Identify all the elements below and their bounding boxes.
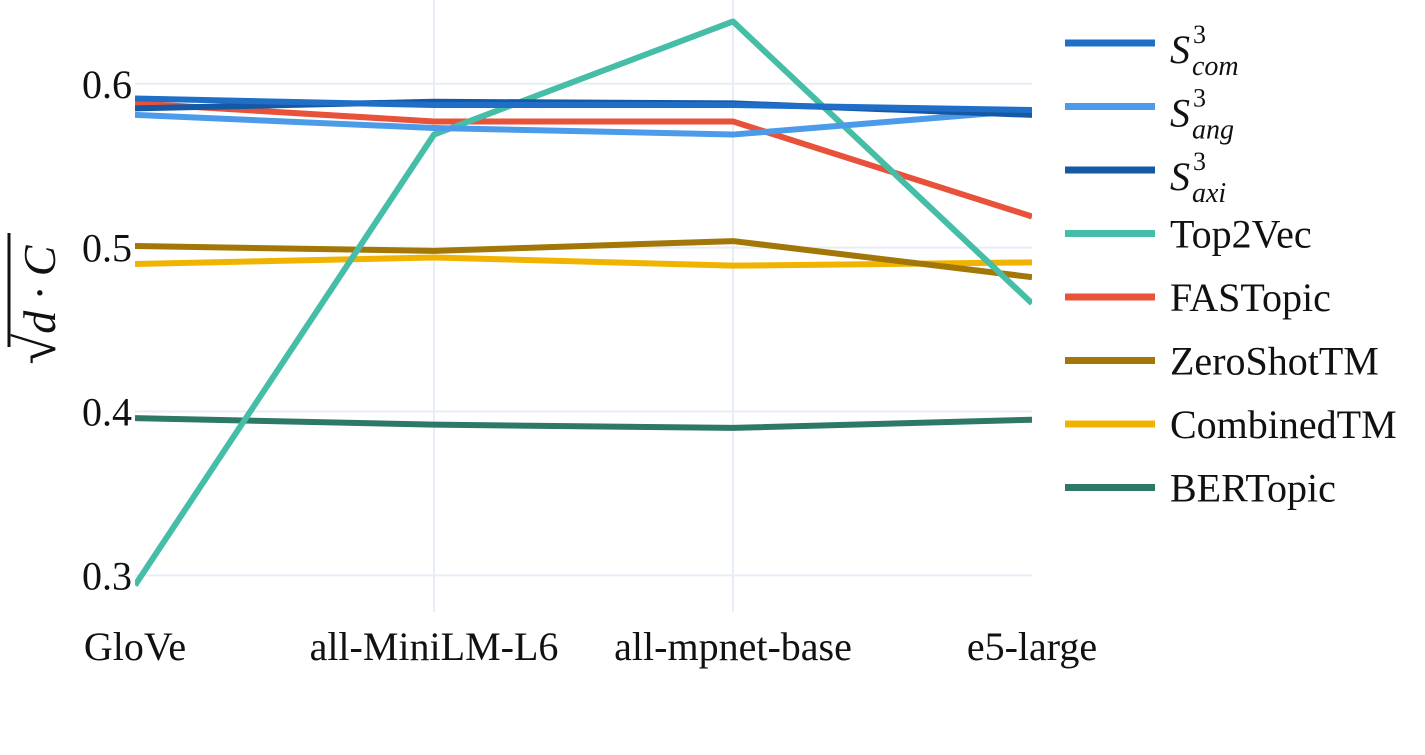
y-tick-label: 0.3 (82, 553, 132, 598)
legend-item-zeroshottm: ZeroShotTM (1065, 339, 1379, 384)
legend-label: S 3 ang (1170, 84, 1234, 146)
series-line-s-ang-3 (135, 106, 1032, 138)
y-tick-label: 0.4 (82, 390, 132, 435)
legend-item-fastopic: FASTopic (1065, 275, 1331, 320)
y-tick-label: 0.5 (82, 226, 132, 271)
series-line-top2vec (135, 18, 1032, 587)
series-line-fastopic (135, 100, 1032, 220)
axes: 0.3 0.4 0.5 0.6 GloVe all-MiniLM-L6 all-mpnet-… (82, 62, 1097, 669)
series-line-s-com-3 (135, 95, 1032, 113)
legend-item-combinedtm: CombinedTM (1065, 402, 1397, 447)
series-line-zeroshottm (135, 238, 1032, 281)
legend-math-base: S (1170, 91, 1190, 136)
x-tick-label: all-mpnet-base (614, 624, 852, 669)
legend-item-s-ang-3: S 3 ang (1065, 84, 1234, 146)
plot-area (135, 18, 1032, 587)
y-tick-label: 0.6 (82, 62, 132, 107)
legend-math-sub: ang (1192, 115, 1234, 146)
legend-math-sup: 3 (1193, 20, 1206, 49)
legend-item-s-com-3: S 3 com (1065, 20, 1239, 82)
y-axis-label-sqrt: √ (6, 333, 68, 364)
legend-math-base: S (1170, 154, 1190, 199)
legend-item-s-axi-3: S 3 axi (1065, 147, 1226, 209)
series-line-bertopic (135, 415, 1032, 431)
legend-math-sub: com (1192, 51, 1239, 82)
y-axis-label: √d · C ¯ (0, 233, 68, 364)
x-tick-label: e5-large (967, 624, 1097, 669)
legend-item-top2vec: Top2Vec (1065, 212, 1312, 257)
legend-label: Top2Vec (1170, 212, 1312, 257)
legend-label: BERTopic (1170, 466, 1336, 511)
legend-label: S 3 axi (1170, 147, 1226, 209)
legend-label: CombinedTM (1170, 402, 1397, 447)
x-tick-label: GloVe (84, 624, 186, 669)
legend-label: FASTopic (1170, 275, 1331, 320)
legend-label: S 3 com (1170, 20, 1239, 82)
y-axis-label-text: √d · C (6, 244, 68, 364)
series-line-combinedtm (135, 254, 1032, 269)
legend-math-sup: 3 (1193, 147, 1206, 176)
x-tick-label: all-MiniLM-L6 (310, 624, 559, 669)
legend-item-bertopic: BERTopic (1065, 466, 1336, 511)
legend-math-sup: 3 (1193, 84, 1206, 113)
y-axis-label-body: d · C (14, 244, 65, 334)
legend-label: ZeroShotTM (1170, 339, 1379, 384)
y-axis-label-bar: ¯ (0, 241, 35, 269)
grid (135, 0, 1032, 612)
legend-math-sub: axi (1192, 178, 1226, 209)
legend-math-base: S (1170, 27, 1190, 72)
